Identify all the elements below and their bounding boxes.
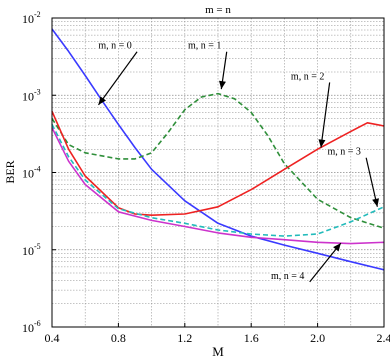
- annotation-label-3: m, n = 3: [327, 147, 360, 158]
- y-axis-label: BER: [3, 160, 17, 183]
- series-line-0: [51, 28, 385, 271]
- annotation-layer: m, n = 0 m, n = 1 m, n = 2 m, n = 3 m, n = 4: [97, 39, 379, 283]
- x-tick-label: 2.0: [310, 331, 325, 345]
- annotation-arrow-2: [320, 82, 331, 148]
- annotation-arrowhead-3: [372, 198, 379, 207]
- tick-layer: 0.4 0.8 1.2 1.6 2.0 2.4 10-6 10-5 10-4 10-3 10-2: [22, 10, 390, 345]
- annotation-label-4: m, n = 4: [271, 271, 304, 282]
- annotation-label-1: m, n = 1: [188, 41, 221, 52]
- y-tick-label: 10-2: [22, 10, 41, 26]
- series-line-2: [51, 110, 385, 216]
- series-layer: [51, 28, 385, 271]
- annotation-arrow-4: [309, 242, 342, 283]
- annotation-label-0: m, n = 0: [98, 41, 131, 52]
- annotation-label-2: m, n = 2: [291, 71, 324, 82]
- x-axis-label: M: [212, 344, 224, 359]
- series-line-3: [51, 124, 385, 237]
- x-tick-label: 0.8: [111, 331, 126, 345]
- chart-title: m = n: [205, 4, 231, 16]
- y-tick-label: 10-4: [22, 165, 41, 181]
- x-tick-label: 2.4: [377, 331, 390, 345]
- y-tick-label: 10-3: [22, 87, 41, 103]
- annotation-arrow-3: [365, 157, 378, 207]
- series-line-1: [51, 92, 385, 229]
- x-tick-label: 1.2: [177, 331, 192, 345]
- series-line-4: [51, 127, 385, 245]
- x-tick-label: 1.6: [244, 331, 259, 345]
- y-tick-label: 10-5: [22, 242, 41, 258]
- annotation-arrow-0: [97, 51, 138, 106]
- gridline-layer: [51, 18, 385, 328]
- annotation-arrowhead-1: [218, 80, 226, 90]
- annotation-arrowhead-4: [333, 243, 341, 252]
- annotation-arrowhead-0: [98, 96, 107, 105]
- annotation-arrowhead-2: [318, 139, 326, 148]
- x-tick-label: 0.4: [45, 331, 60, 345]
- y-tick-label: 10-6: [22, 319, 41, 335]
